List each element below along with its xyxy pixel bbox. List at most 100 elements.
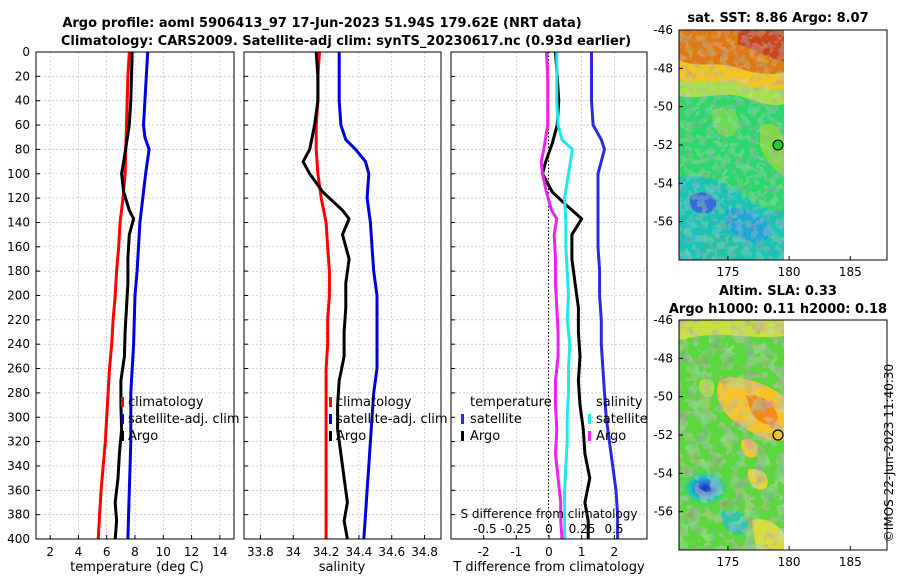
legend-title-temperature: temperature bbox=[470, 395, 552, 410]
argo-position-marker bbox=[772, 139, 784, 151]
sst-map-panel: sat. SST: 8.86 Argo: 8.07 175 180 185 -46 -4… bbox=[653, 11, 888, 279]
difference-xlabel: T difference from climatology bbox=[452, 560, 645, 575]
legend-swatch-sal-satellite bbox=[588, 414, 591, 424]
salinity-axes-frame bbox=[243, 51, 442, 540]
x-tick-label: 34.6 bbox=[378, 545, 405, 559]
imos-timestamp: ©IMOS 22-Jun-2023 11:40:30 bbox=[882, 364, 896, 542]
y-tick-label: 360 bbox=[7, 483, 30, 497]
y-tick-label: 300 bbox=[7, 410, 30, 424]
y-tick-label: 120 bbox=[7, 191, 30, 205]
x-tick-label: -1 bbox=[510, 545, 522, 559]
temperature-axes-frame bbox=[35, 51, 235, 540]
legend-label-temp-argo: Argo bbox=[470, 429, 500, 444]
map-y-tick-label: -50 bbox=[653, 100, 673, 114]
difference-panel: -2 -1 0 1 2 T difference from climatology S … bbox=[450, 51, 648, 575]
map-y-tick-label: -50 bbox=[653, 390, 673, 404]
series-line-temperature-satellite bbox=[590, 52, 620, 539]
y-tick-label: 100 bbox=[7, 167, 30, 181]
salinity-xlabel: salinity bbox=[319, 560, 366, 575]
legend-label-argo: Argo bbox=[128, 429, 158, 444]
temperature-xlabel: temperature (deg C) bbox=[70, 560, 204, 575]
x-tick-label: 34.4 bbox=[346, 545, 373, 559]
map-y-tick-label: -54 bbox=[653, 176, 673, 190]
temperature-y-ticks: 0 20 40 60 80 100 120 140 160 180 200 220 240 260 280 3… bbox=[7, 45, 30, 546]
legend-label-sal-satellite: satellite bbox=[596, 412, 648, 427]
map-y-tick-label: -48 bbox=[653, 351, 673, 365]
legend-label-climatology: climatology bbox=[128, 395, 204, 410]
x-tick-label: 34.2 bbox=[313, 545, 340, 559]
sla-heatmap bbox=[679, 320, 784, 550]
y-tick-label: 40 bbox=[15, 94, 30, 108]
y-tick-label: 20 bbox=[15, 69, 30, 83]
map-x-tick-label: 175 bbox=[716, 555, 739, 569]
series-line-climatology bbox=[96, 51, 131, 540]
map-y-tick-label: -48 bbox=[653, 61, 673, 75]
difference-lines bbox=[539, 51, 620, 540]
legend-swatch-argo bbox=[329, 431, 332, 441]
y-tick-label: 260 bbox=[7, 362, 30, 376]
y-tick-label: 160 bbox=[7, 240, 30, 254]
temperature-diff-legend: temperature satellite Argo bbox=[461, 395, 552, 444]
sla-map-panel: Altim. SLA: 0.33 Argo h1000: 0.11 h2000:… bbox=[653, 284, 888, 569]
map-x-tick-label: 185 bbox=[839, 555, 862, 569]
legend-swatch-temp-satellite bbox=[461, 414, 464, 424]
y-tick-label: 140 bbox=[7, 215, 30, 229]
sla-map-title-line1: Altim. SLA: 0.33 bbox=[719, 284, 837, 299]
map-x-tick-label: 185 bbox=[839, 265, 862, 279]
y-tick-label: 240 bbox=[7, 337, 30, 351]
legend-swatch-satellite-adj bbox=[121, 414, 124, 424]
salinity-diff-legend: salinity satellite Argo bbox=[588, 395, 648, 444]
y-tick-label: 180 bbox=[7, 264, 30, 278]
x-tick-label: -2 bbox=[478, 545, 490, 559]
figure-title-line2: Climatology: CARS2009. Satellite-adj cli… bbox=[61, 34, 631, 49]
map-y-tick-label: -46 bbox=[653, 23, 673, 37]
sst-map-title: sat. SST: 8.86 Argo: 8.07 bbox=[687, 11, 868, 26]
argo-position-marker bbox=[772, 429, 784, 441]
x-tick-label: 34 bbox=[286, 545, 301, 559]
map-x-tick-label: 180 bbox=[778, 265, 801, 279]
s-tick-label: 0 bbox=[545, 522, 553, 536]
map-y-tick-label: -52 bbox=[653, 428, 673, 442]
x-tick-label: 10 bbox=[156, 545, 171, 559]
y-tick-label: 400 bbox=[7, 532, 30, 546]
y-tick-label: 80 bbox=[15, 142, 30, 156]
x-tick-label: 33.8 bbox=[247, 545, 274, 559]
legend-label-sal-argo: Argo bbox=[596, 429, 626, 444]
x-tick-label: 6 bbox=[103, 545, 111, 559]
temperature-grid bbox=[36, 51, 234, 540]
x-tick-label: 12 bbox=[184, 545, 199, 559]
y-tick-label: 280 bbox=[7, 386, 30, 400]
legend-swatch-climatology bbox=[121, 397, 124, 407]
map-y-tick-label: -54 bbox=[653, 466, 673, 480]
s-tick-label: -0.5 bbox=[473, 522, 496, 536]
x-tick-label: 0 bbox=[545, 545, 553, 559]
x-tick-label: 2 bbox=[46, 545, 54, 559]
sla-map-ticks: 175 180 185 -46 -48 -50 -52 -54 -56 bbox=[653, 313, 861, 569]
s-difference-ticks: -0.5 -0.25 0 0.25 0.5 bbox=[473, 522, 623, 536]
x-tick-label: 34.8 bbox=[411, 545, 438, 559]
map-y-tick-label: -56 bbox=[653, 505, 673, 519]
legend-label-temp-satellite: satellite bbox=[470, 412, 522, 427]
y-tick-label: 60 bbox=[15, 118, 30, 132]
series-line-satellite-adj-clim bbox=[126, 51, 151, 540]
y-tick-label: 380 bbox=[7, 508, 30, 522]
series-line-salinity-satellite bbox=[555, 52, 574, 539]
series-line-salinity-argo bbox=[539, 51, 564, 540]
series-line-temperature-argo bbox=[541, 51, 592, 539]
series-line-climatology bbox=[314, 51, 331, 539]
salinity-panel: 33.8 34 34.2 34.4 34.6 34.8 salinity climatol… bbox=[243, 51, 448, 575]
temperature-panel: 0 20 40 60 80 100 120 140 160 180 200 220 240 260 280 3… bbox=[7, 45, 240, 575]
temperature-lines bbox=[96, 51, 151, 540]
x-tick-label: 8 bbox=[131, 545, 139, 559]
legend-label-argo: Argo bbox=[336, 429, 366, 444]
map-x-tick-label: 180 bbox=[778, 555, 801, 569]
legend-swatch-argo bbox=[121, 431, 124, 441]
legend-title-salinity: salinity bbox=[596, 395, 643, 410]
map-x-tick-label: 175 bbox=[716, 265, 739, 279]
temperature-x-ticks: 2 4 6 8 10 12 14 bbox=[46, 545, 227, 559]
x-tick-label: 14 bbox=[212, 545, 227, 559]
y-tick-label: 0 bbox=[22, 45, 30, 59]
legend-label-satellite-adj: satellite-adj. clim bbox=[336, 412, 448, 427]
temperature-legend: climatology satellite-adj. clim Argo bbox=[121, 395, 240, 444]
